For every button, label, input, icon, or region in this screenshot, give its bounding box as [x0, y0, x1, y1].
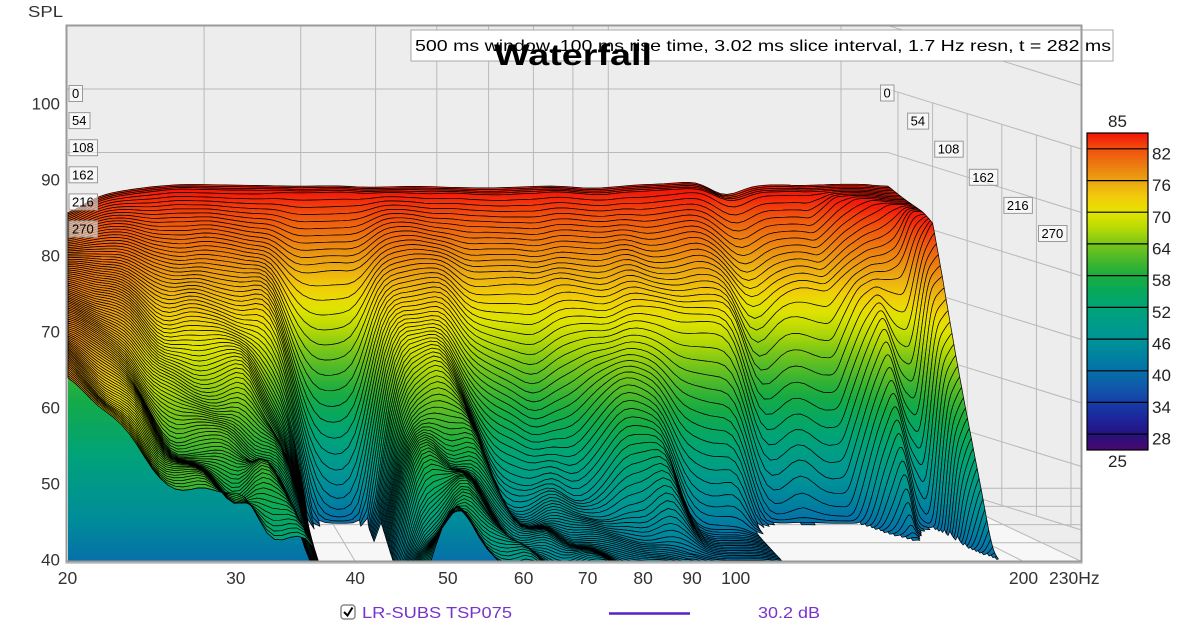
- svg-text:60: 60: [514, 568, 534, 588]
- svg-text:64: 64: [1152, 239, 1171, 258]
- svg-text:34: 34: [1152, 398, 1171, 417]
- svg-text:216: 216: [72, 194, 94, 209]
- svg-text:54: 54: [72, 113, 86, 128]
- svg-text:70: 70: [578, 568, 598, 588]
- svg-text:108: 108: [72, 140, 94, 155]
- svg-text:40: 40: [41, 551, 60, 570]
- svg-text:52: 52: [1152, 303, 1171, 322]
- svg-text:0: 0: [72, 86, 79, 101]
- svg-text:100: 100: [721, 568, 750, 588]
- svg-text:30.2 dB: 30.2 dB: [758, 605, 820, 622]
- svg-text:162: 162: [72, 167, 94, 182]
- svg-text:40: 40: [1152, 366, 1171, 385]
- svg-text:58: 58: [1152, 271, 1171, 290]
- svg-text:SPL: SPL: [28, 4, 63, 21]
- svg-text:230Hz: 230Hz: [1049, 568, 1100, 588]
- svg-text:270: 270: [1042, 226, 1064, 241]
- svg-text:50: 50: [438, 568, 458, 588]
- svg-text:85: 85: [1108, 112, 1127, 131]
- svg-text:500 ms window, 100 ms rise tim: 500 ms window, 100 ms rise time, 3.02 ms…: [415, 38, 1111, 55]
- svg-text:20: 20: [58, 568, 78, 588]
- svg-text:200: 200: [1009, 568, 1038, 588]
- svg-text:40: 40: [346, 568, 366, 588]
- svg-text:28: 28: [1152, 430, 1171, 449]
- svg-text:108: 108: [938, 142, 960, 157]
- svg-text:162: 162: [972, 170, 994, 185]
- svg-text:100: 100: [32, 95, 60, 114]
- svg-text:216: 216: [1007, 198, 1029, 213]
- svg-text:60: 60: [41, 399, 60, 418]
- svg-text:90: 90: [682, 568, 702, 588]
- svg-text:70: 70: [1152, 208, 1171, 227]
- svg-text:76: 76: [1152, 176, 1171, 195]
- svg-text:90: 90: [41, 171, 60, 190]
- svg-text:LR-SUBS TSP075: LR-SUBS TSP075: [362, 605, 512, 622]
- svg-text:80: 80: [41, 247, 60, 266]
- svg-text:50: 50: [41, 475, 60, 494]
- svg-text:Waterfall: Waterfall: [494, 39, 652, 72]
- svg-text:46: 46: [1152, 335, 1171, 354]
- svg-text:82: 82: [1152, 144, 1171, 163]
- svg-text:0: 0: [884, 86, 891, 101]
- svg-text:270: 270: [72, 222, 94, 237]
- svg-text:70: 70: [41, 323, 60, 342]
- svg-text:25: 25: [1108, 452, 1127, 471]
- svg-text:30: 30: [226, 568, 246, 588]
- svg-text:54: 54: [911, 114, 925, 129]
- svg-text:80: 80: [633, 568, 653, 588]
